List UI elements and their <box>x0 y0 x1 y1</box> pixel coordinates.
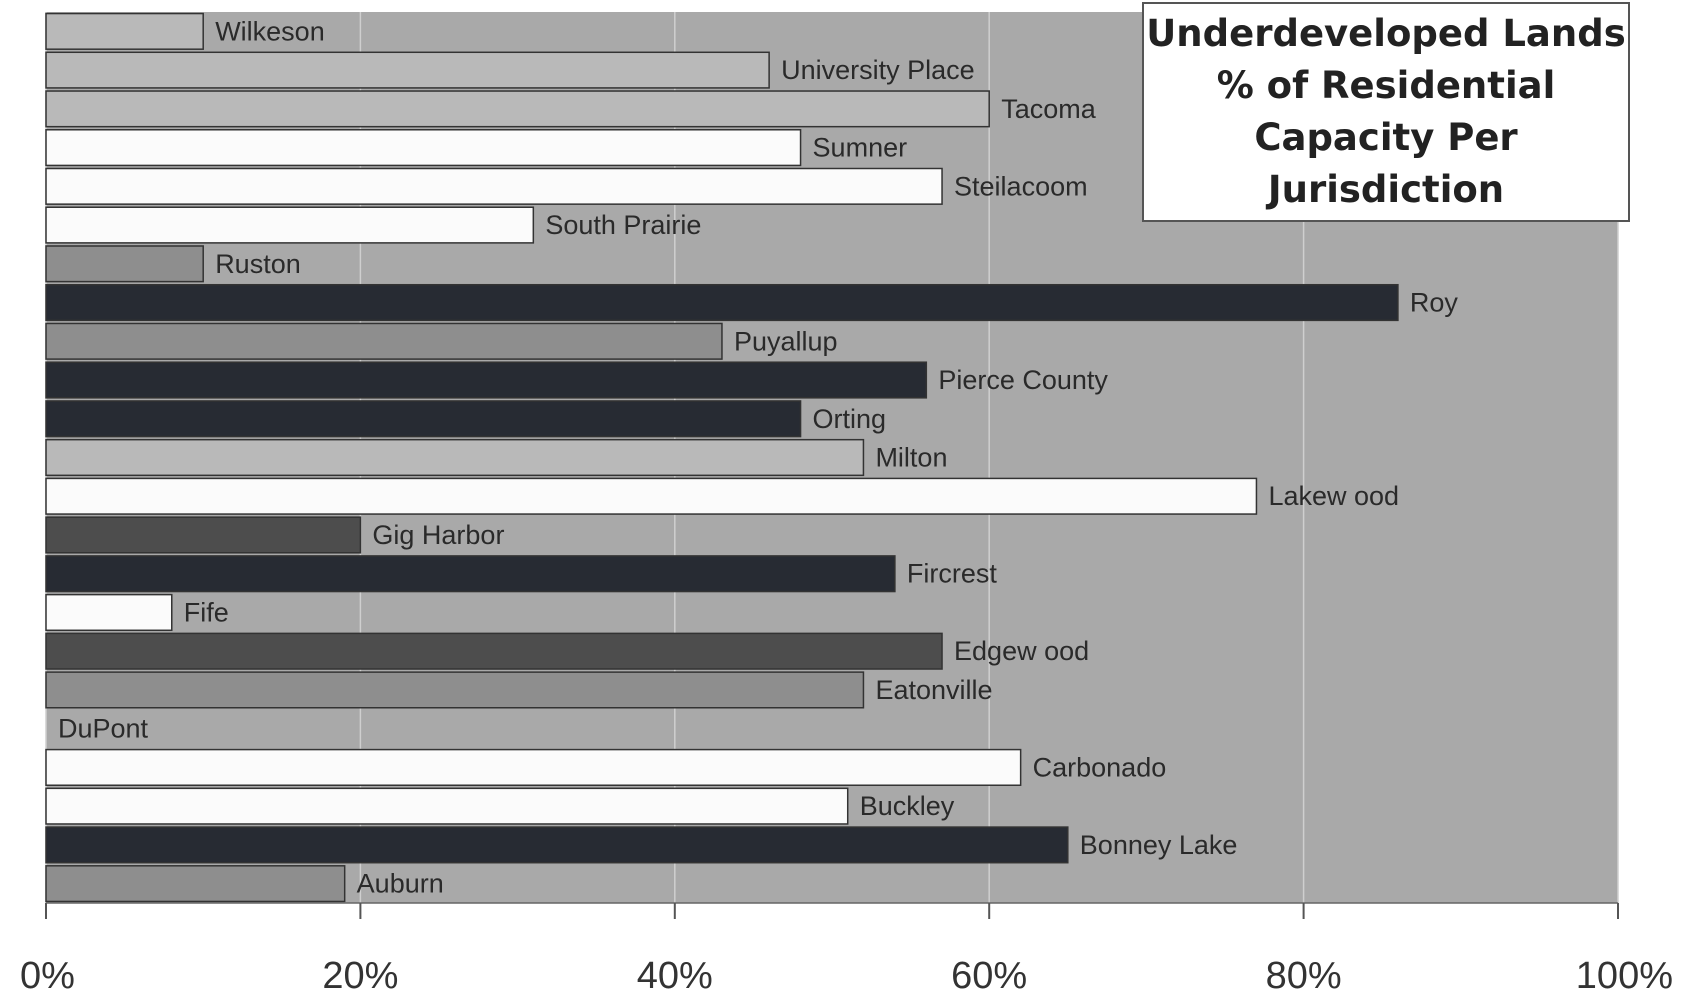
bar <box>45 632 943 670</box>
bar-label: Milton <box>875 443 947 473</box>
x-tick-label: 100% <box>1576 955 1673 997</box>
bar-label: Carbonado <box>1033 752 1167 782</box>
bar <box>45 826 1069 864</box>
bar <box>45 438 865 477</box>
bar <box>45 400 802 438</box>
bar-label: Fircrest <box>907 559 997 589</box>
bar-label: Roy <box>1410 288 1459 318</box>
bar-label: Steilacoom <box>954 171 1088 201</box>
bar-label: Auburn <box>357 869 444 899</box>
x-tick-label: 20% <box>322 955 398 997</box>
bar <box>45 283 1399 322</box>
bar-label: Sumner <box>813 133 908 163</box>
bar-labels: Wilkeson University Place Tacoma Sumner Stei… <box>58 16 1458 898</box>
bars <box>45 12 1399 903</box>
bar-label: Buckley <box>860 791 955 821</box>
bar-label: Lakew ood <box>1268 481 1399 511</box>
bar <box>45 555 896 593</box>
bar <box>45 51 770 89</box>
bar <box>45 361 928 399</box>
bar <box>45 129 802 167</box>
bar-label: Bonney Lake <box>1080 830 1238 860</box>
x-tick-label: 60% <box>951 955 1027 997</box>
bar-label: Wilkeson <box>215 16 325 46</box>
chart-title-line-3: Capacity Per <box>1254 116 1518 159</box>
x-tick-label: 0% <box>20 955 75 997</box>
bar <box>45 322 723 360</box>
bar-label: South Prairie <box>545 210 701 240</box>
x-tick-label: 40% <box>637 955 713 997</box>
bar-label: DuPont <box>58 714 149 744</box>
bar <box>45 671 865 709</box>
bar <box>45 167 943 205</box>
bar <box>45 516 362 554</box>
bar <box>45 865 346 903</box>
bar <box>45 206 535 244</box>
bar-label: Tacoma <box>1001 94 1097 124</box>
chart-title-line-2: % of Residential <box>1216 64 1556 107</box>
chart-title-line-4: Jurisdiction <box>1267 168 1505 211</box>
x-axis: 0% 20% 40% 60% 80% 100% <box>20 902 1673 997</box>
bar-label: Pierce County <box>938 365 1108 395</box>
x-tick-label: 80% <box>1266 955 1342 997</box>
bar-label: Eatonville <box>875 675 992 705</box>
bar <box>45 90 990 128</box>
bar <box>45 477 1258 515</box>
bar <box>45 748 1022 786</box>
chart-title-line-1: Underdeveloped Lands <box>1146 12 1626 55</box>
chart-title-box: Underdeveloped Lands % of Residential Ca… <box>1142 2 1630 222</box>
bar <box>45 12 204 50</box>
bar-label: Gig Harbor <box>372 520 504 550</box>
bar-label: Fife <box>184 597 229 627</box>
bar <box>45 593 173 632</box>
bar <box>45 245 204 283</box>
bar-label: Edgew ood <box>954 636 1089 666</box>
bar-label: Ruston <box>215 249 301 279</box>
bar-label: Puyallup <box>734 326 838 356</box>
bar-label: Orting <box>813 404 887 434</box>
bar <box>45 787 849 825</box>
bar-label: University Place <box>781 55 975 85</box>
